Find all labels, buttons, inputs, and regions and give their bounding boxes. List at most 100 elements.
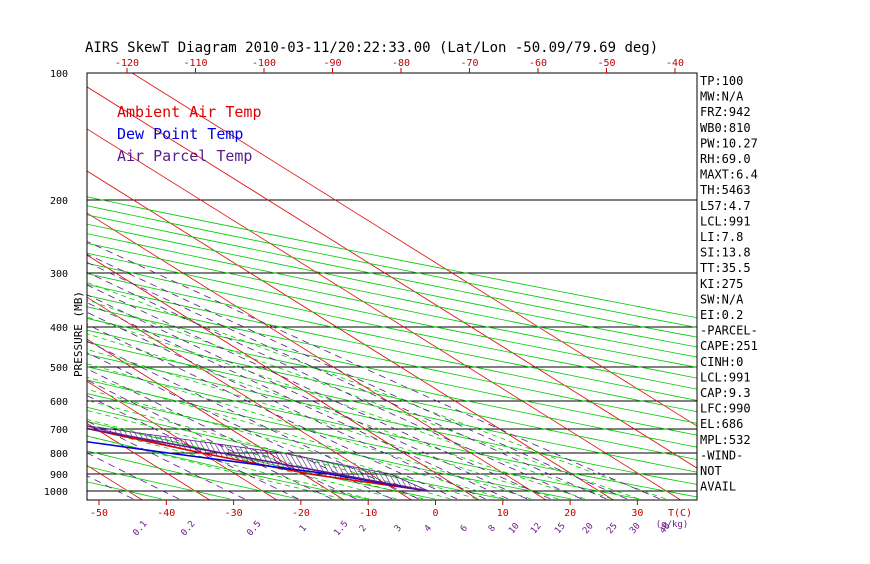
pressure-tick-label: 900 xyxy=(50,470,68,481)
mixing-ratio-unit: (g/kg) xyxy=(656,520,689,530)
mixing-ratio-tick-label: 0.5 xyxy=(245,519,263,538)
mixing-ratio-tick-label: 1.5 xyxy=(332,519,350,538)
top-temp-tick-label: -40 xyxy=(666,58,684,69)
isotherm xyxy=(87,212,547,500)
pressure-tick-label: 500 xyxy=(50,363,68,374)
bottom-temp-tick-label: 10 xyxy=(497,508,509,519)
mixing-ratio-tick-label: 15 xyxy=(553,521,568,536)
dry-adiabat xyxy=(87,233,697,358)
dry-adiabat xyxy=(87,273,697,401)
mixing-ratio-tick-label: 25 xyxy=(605,521,620,536)
dry-adiabat xyxy=(87,466,230,500)
index-entry: TP:100 xyxy=(700,74,743,88)
index-entry: RH:69.0 xyxy=(700,152,751,166)
dry-adiabat xyxy=(87,393,572,500)
pressure-tick-label: 1000 xyxy=(44,487,68,498)
index-entry: MAXT:6.4 xyxy=(700,168,758,182)
profile-lines xyxy=(87,425,429,492)
dry-adiabat xyxy=(87,406,503,500)
mixing-ratio-line xyxy=(87,323,458,500)
moist-adiabat xyxy=(87,316,612,500)
isotherm xyxy=(87,422,211,500)
moist-adiabat xyxy=(87,435,343,500)
bottom-temp-tick-label: -50 xyxy=(90,508,108,519)
top-temp-tick-label: -60 xyxy=(529,58,547,69)
moist-adiabat xyxy=(87,299,639,500)
dry-adiabat xyxy=(87,306,697,436)
top-temp-tick-label: -70 xyxy=(460,58,478,69)
bottom-temp-tick-label: -30 xyxy=(225,508,243,519)
bottom-temp-unit: T(C) xyxy=(668,508,692,519)
dry-adiabat xyxy=(87,366,697,498)
mixing-ratio-tick-label: 0.1 xyxy=(131,519,149,538)
mixing-ratio-tick-label: 12 xyxy=(529,521,544,536)
mixing-ratio-line xyxy=(87,395,299,500)
mixing-ratio-tick-label: 3 xyxy=(393,523,404,534)
index-entry: WB0:810 xyxy=(700,121,751,135)
pressure-tick-label: 600 xyxy=(50,397,68,408)
dry-adiabat xyxy=(87,379,640,500)
mixing-ratio-tick-label: 8 xyxy=(487,523,498,534)
index-entry: CAP:9.3 xyxy=(700,386,751,400)
index-entry: SW:N/A xyxy=(700,292,744,306)
index-entry: NOT xyxy=(700,464,722,478)
index-entry: TT:35.5 xyxy=(700,261,751,275)
top-temp-tick-label: -50 xyxy=(597,58,615,69)
index-entry: AVAIL xyxy=(700,480,736,494)
index-entry: LFC:990 xyxy=(700,402,751,416)
chart-title: AIRS SkewT Diagram 2010-03-11/20:22:33.0… xyxy=(85,40,658,56)
dry-adiabat xyxy=(87,450,299,500)
index-entry: L57:4.7 xyxy=(700,199,751,213)
index-entry: -PARCEL- xyxy=(700,324,758,338)
mixing-ratio-tick-label: 4 xyxy=(423,523,434,534)
dry-adiabat xyxy=(87,214,697,338)
mixing-ratio-tick-label: 10 xyxy=(507,521,522,536)
dry-adiabat xyxy=(87,421,435,500)
legend-entry: Ambient Air Temp xyxy=(117,103,262,121)
mixing-ratio-line xyxy=(87,294,528,500)
bottom-temp-tick-label: -40 xyxy=(157,508,175,519)
dry-adiabat xyxy=(87,284,697,413)
isotherm xyxy=(0,53,99,515)
dry-adiabat xyxy=(87,295,697,424)
top-temp-tick-label: -100 xyxy=(252,58,276,69)
isotherm xyxy=(87,170,615,500)
top-temp-tick-label: -110 xyxy=(183,58,207,69)
mixing-ratio-line xyxy=(87,241,660,500)
bottom-temp-tick-label: 30 xyxy=(631,508,643,519)
index-entry: TH:5463 xyxy=(700,183,751,197)
bottom-temp-tick-label: 20 xyxy=(564,508,576,519)
mixing-ratio-line xyxy=(87,261,607,500)
legend: Ambient Air Temp Dew Point Temp Air Parcel… xyxy=(117,103,262,165)
isotherm xyxy=(87,338,345,500)
legend-entry: Air Parcel Temp xyxy=(117,147,252,165)
mixing-ratio-tick-label: 20 xyxy=(581,521,596,536)
dry-adiabat xyxy=(87,353,697,485)
isotherm xyxy=(87,296,413,500)
index-entry: LCL:991 xyxy=(700,214,751,228)
mixing-ratio-line xyxy=(87,379,332,500)
bottom-temp-tick-label: 0 xyxy=(432,508,438,519)
top-temp-tick-label: -90 xyxy=(323,58,341,69)
moist-adiabat xyxy=(87,419,397,500)
moist-adiabat xyxy=(87,388,478,500)
mixing-ratio-tick-label: 0.2 xyxy=(179,519,197,538)
index-entry: KI:275 xyxy=(700,277,743,291)
mixing-ratio-line xyxy=(87,311,486,500)
moist-adiabat xyxy=(87,348,558,500)
dry-adiabat xyxy=(87,329,697,460)
plot-frame xyxy=(86,72,698,501)
series-line-2 xyxy=(87,427,429,492)
index-entry: PW:10.27 xyxy=(700,136,758,150)
index-entry: FRZ:942 xyxy=(700,105,751,119)
mixing-ratio-tick-label: 6 xyxy=(459,523,470,534)
dry-adiabat xyxy=(87,242,697,368)
pressure-tick-label: 400 xyxy=(50,323,68,334)
mixing-ratio-tick-label: 2 xyxy=(358,523,369,534)
mixing-ratio-line xyxy=(87,271,582,500)
pressure-tick-label: 200 xyxy=(50,196,68,207)
moist-adiabat xyxy=(87,333,585,500)
top-temp-tick-label: -80 xyxy=(392,58,410,69)
